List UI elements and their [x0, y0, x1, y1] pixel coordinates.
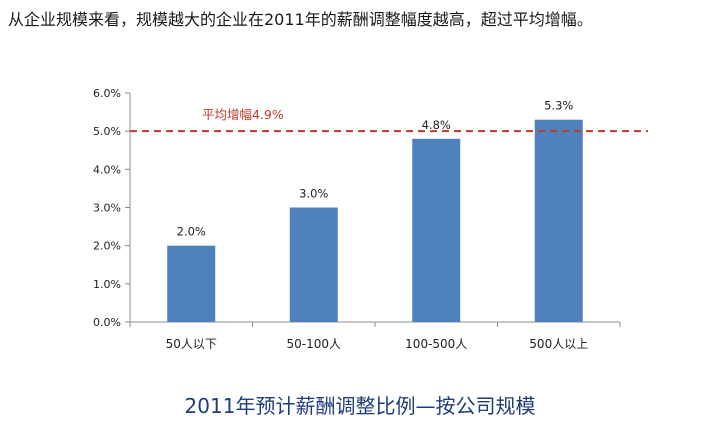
- bar: [167, 245, 216, 322]
- x-tick-label: 100-500人: [405, 337, 467, 351]
- bars: 2.0% 3.0% 4.8% 5.3%: [167, 99, 583, 322]
- y-axis: 0.0% 1.0% 2.0% 3.0% 4.0% 5.0% 6.0%: [93, 87, 131, 329]
- x-tick-label: 50-100人: [286, 337, 341, 351]
- bar: [412, 138, 461, 322]
- y-tick-label: 3.0%: [93, 202, 121, 215]
- data-label: 2.0%: [177, 225, 206, 239]
- bar: [289, 207, 338, 322]
- bar: [534, 119, 583, 322]
- data-label: 5.3%: [544, 99, 573, 113]
- data-label: 3.0%: [299, 187, 328, 201]
- headline: 从企业规模来看，规模越大的企业在2011年的薪酬调整幅度越高，超过平均增幅。: [8, 10, 593, 29]
- y-tick-label: 6.0%: [93, 87, 121, 100]
- y-tick-label: 2.0%: [93, 240, 121, 253]
- data-label: 4.8%: [422, 118, 451, 132]
- x-tick-label: 500人以上: [529, 337, 588, 351]
- average-reference-line: 平均增幅4.9%: [130, 107, 648, 133]
- x-tick-label: 50人以下: [166, 337, 217, 351]
- chart-title: 2011年预计薪酬调整比例—按公司规模: [184, 394, 536, 418]
- x-axis: 50人以下 50-100人 100-500人 500人以上: [129, 321, 621, 351]
- y-tick-label: 0.0%: [93, 316, 121, 329]
- y-tick-label: 4.0%: [93, 163, 121, 176]
- y-tick-label: 1.0%: [93, 278, 121, 291]
- y-tick-label: 5.0%: [93, 125, 121, 138]
- average-line-label: 平均增幅4.9%: [202, 107, 284, 122]
